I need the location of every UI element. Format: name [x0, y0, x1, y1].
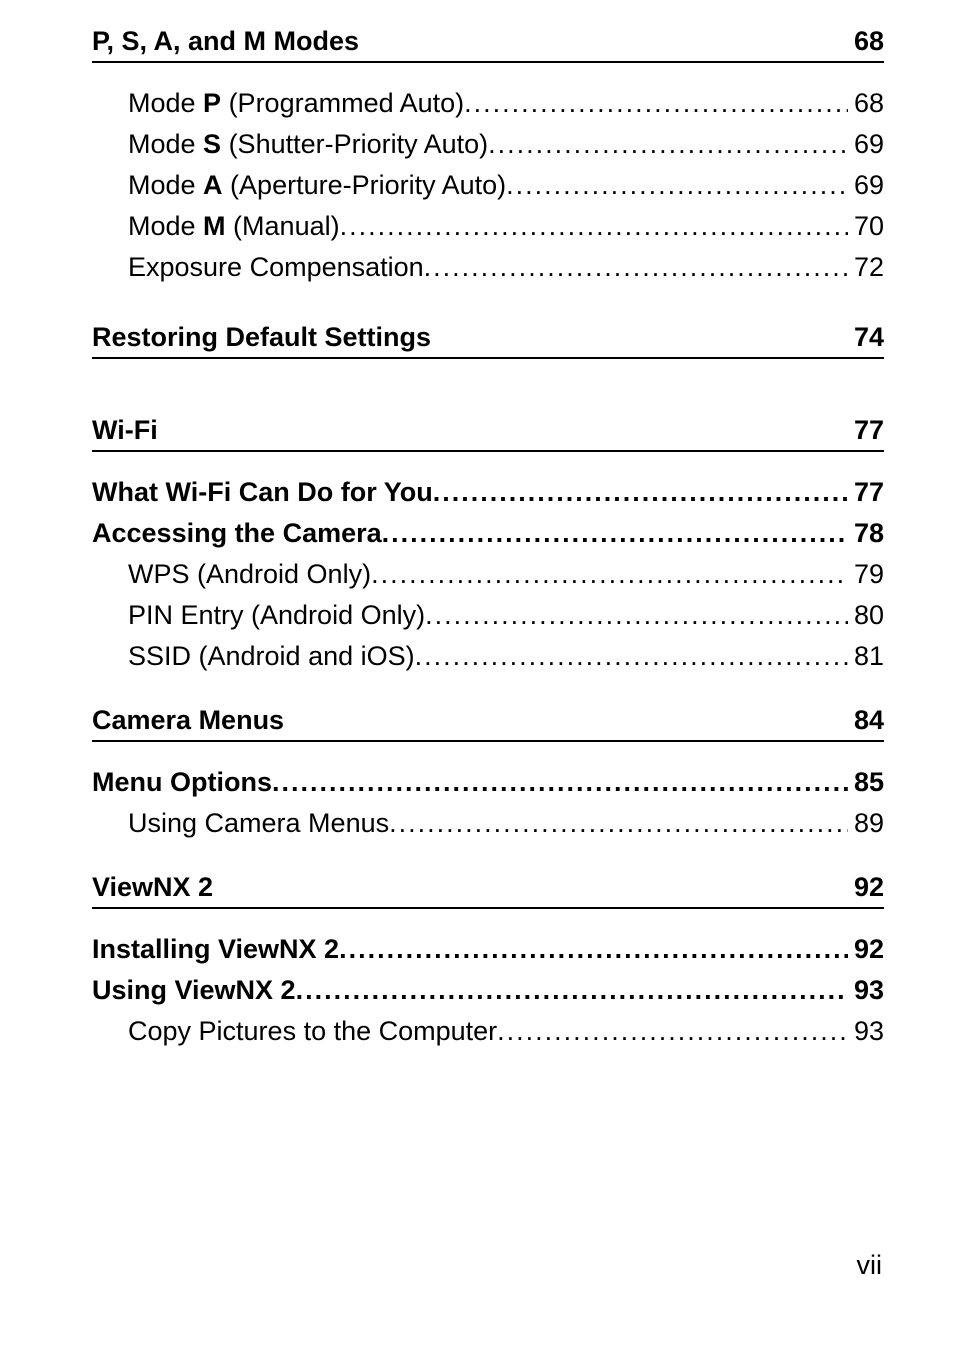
spacer	[92, 742, 884, 762]
toc-line: Copy Pictures to the Computer ..........…	[92, 1011, 884, 1052]
mode-char: S	[203, 129, 221, 159]
spacer	[92, 909, 884, 929]
toc-label: Using Camera Menus	[128, 803, 389, 844]
toc-leader: ........................................…	[506, 165, 848, 206]
viewnx2-items: Installing ViewNX 2 ....................…	[92, 929, 884, 1052]
toc-line: What Wi-Fi Can Do for You ..............…	[92, 472, 884, 513]
toc-leader: ........................................…	[371, 554, 848, 595]
page-root: P, S, A, and M Modes 68 Mode P (Programm…	[0, 0, 954, 1345]
toc-leader: ........................................…	[296, 970, 848, 1011]
toc-line: SSID (Android and iOS) .................…	[92, 636, 884, 677]
toc-line: Mode P (Programmed Auto) ...............…	[92, 83, 884, 124]
mode-prefix: Mode	[128, 170, 203, 200]
mode-prefix: Mode	[128, 129, 203, 159]
toc-line: Menu Options ...........................…	[92, 762, 884, 803]
toc-line: PIN Entry (Android Only) ...............…	[92, 595, 884, 636]
toc-leader: ........................................…	[339, 929, 848, 970]
toc-label: Installing ViewNX 2	[92, 929, 339, 970]
mode-prefix: Mode	[128, 211, 203, 241]
toc-page: 79	[848, 554, 884, 595]
section-header-wifi: Wi-Fi 77	[92, 415, 884, 452]
mode-suffix: (Manual)	[226, 211, 340, 241]
toc-line: Mode S (Shutter-Priority Auto) .........…	[92, 124, 884, 165]
section-title: P, S, A, and M Modes	[92, 26, 359, 57]
section-header-psam: P, S, A, and M Modes 68	[92, 26, 884, 63]
toc-leader: ........................................…	[382, 513, 848, 554]
toc-label: Using ViewNX 2	[92, 970, 296, 1011]
section-title: Wi-Fi	[92, 415, 158, 446]
section-page: 68	[854, 26, 884, 57]
toc-page: 68	[848, 83, 884, 124]
toc-line: Installing ViewNX 2 ....................…	[92, 929, 884, 970]
toc-label: PIN Entry (Android Only)	[128, 595, 425, 636]
mode-suffix: (Programmed Auto)	[221, 88, 464, 118]
toc-label: Copy Pictures to the Computer	[128, 1011, 497, 1052]
toc-page: 92	[848, 929, 884, 970]
section-title: ViewNX 2	[92, 872, 213, 903]
toc-line: Mode A (Aperture-Priority Auto) ........…	[92, 165, 884, 206]
mode-char: M	[203, 211, 226, 241]
section-title: Camera Menus	[92, 705, 284, 736]
toc-page: 80	[848, 595, 884, 636]
toc-line: WPS (Android Only) .....................…	[92, 554, 884, 595]
section-title: Restoring Default Settings	[92, 322, 431, 353]
toc-page: 69	[848, 165, 884, 206]
section-header-camera-menus: Camera Menus 84	[92, 705, 884, 742]
toc-page: 69	[848, 124, 884, 165]
mode-char: A	[203, 170, 223, 200]
spacer	[92, 63, 884, 83]
mode-char: P	[203, 88, 221, 118]
toc-page: 85	[848, 762, 884, 803]
toc-leader: ........................................…	[272, 762, 848, 803]
toc-page: 72	[848, 247, 884, 288]
toc-label: Accessing the Camera	[92, 513, 382, 554]
section-page: 84	[854, 705, 884, 736]
section-page: 74	[854, 322, 884, 353]
footer-page-number: vii	[857, 1250, 883, 1281]
toc-page: 70	[848, 206, 884, 247]
toc-line: Using ViewNX 2 .........................…	[92, 970, 884, 1011]
toc-line: Exposure Compensation ..................…	[92, 247, 884, 288]
spacer	[92, 452, 884, 472]
toc-label: Mode S (Shutter-Priority Auto)	[128, 124, 488, 165]
toc-line: Using Camera Menus .....................…	[92, 803, 884, 844]
toc-leader: ........................................…	[488, 124, 848, 165]
toc-leader: ........................................…	[424, 247, 848, 288]
toc-label: What Wi-Fi Can Do for You	[92, 472, 433, 513]
mode-prefix: Mode	[128, 88, 203, 118]
toc-leader: ........................................…	[497, 1011, 848, 1052]
camera-menus-items: Menu Options ...........................…	[92, 762, 884, 844]
toc-label: WPS (Android Only)	[128, 554, 371, 595]
section-page: 92	[854, 872, 884, 903]
mode-suffix: (Aperture-Priority Auto)	[223, 170, 507, 200]
toc-page: 78	[848, 513, 884, 554]
toc-label: Menu Options	[92, 762, 272, 803]
toc-leader: ........................................…	[389, 803, 848, 844]
section-header-viewnx2: ViewNX 2 92	[92, 872, 884, 909]
section-header-restoring: Restoring Default Settings 74	[92, 322, 884, 359]
psam-items: Mode P (Programmed Auto) ...............…	[92, 83, 884, 288]
toc-line: Mode M (Manual) ........................…	[92, 206, 884, 247]
toc-leader: ........................................…	[464, 83, 848, 124]
toc-page: 77	[848, 472, 884, 513]
toc-leader: ........................................…	[425, 595, 848, 636]
toc-leader: ........................................…	[340, 206, 848, 247]
toc-page: 93	[848, 970, 884, 1011]
toc-label: Mode M (Manual)	[128, 206, 340, 247]
toc-label: SSID (Android and iOS)	[128, 636, 415, 677]
toc-label: Exposure Compensation	[128, 247, 424, 288]
wifi-items: What Wi-Fi Can Do for You ..............…	[92, 472, 884, 677]
toc-label: Mode P (Programmed Auto)	[128, 83, 464, 124]
toc-leader: ........................................…	[415, 636, 848, 677]
toc-label: Mode A (Aperture-Priority Auto)	[128, 165, 506, 206]
toc-line: Accessing the Camera ...................…	[92, 513, 884, 554]
toc-leader: ........................................…	[433, 472, 848, 513]
toc-page: 89	[848, 803, 884, 844]
toc-page: 81	[848, 636, 884, 677]
mode-suffix: (Shutter-Priority Auto)	[221, 129, 488, 159]
section-page: 77	[854, 415, 884, 446]
toc-page: 93	[848, 1011, 884, 1052]
